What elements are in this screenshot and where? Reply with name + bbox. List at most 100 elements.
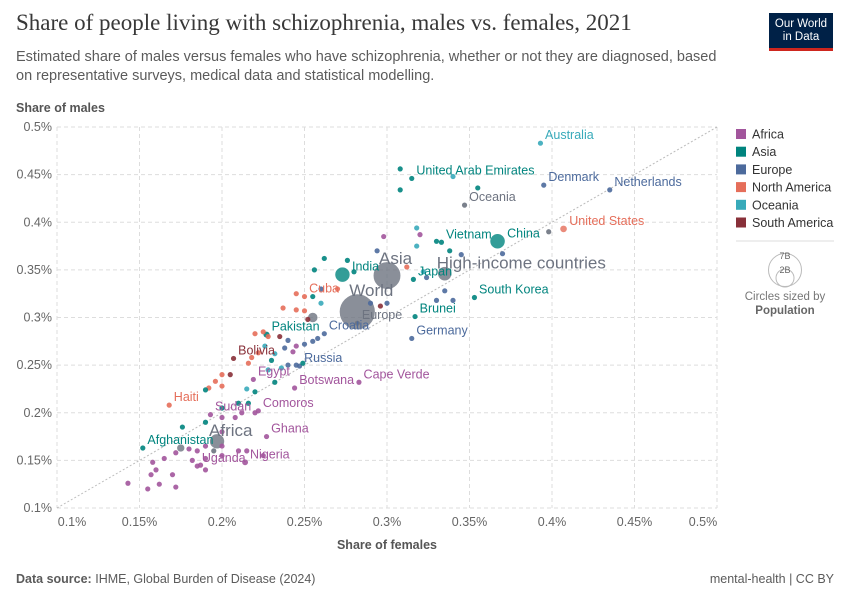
data-point-vietnam[interactable]: [438, 239, 445, 245]
data-point[interactable]: [227, 372, 233, 378]
data-point[interactable]: [156, 481, 162, 487]
data-point[interactable]: [334, 286, 341, 292]
data-point[interactable]: [301, 308, 308, 314]
data-point[interactable]: [447, 248, 453, 254]
data-point[interactable]: [442, 288, 448, 294]
data-point[interactable]: [219, 443, 225, 449]
data-point[interactable]: [450, 173, 456, 180]
data-point[interactable]: [414, 225, 420, 231]
data-point[interactable]: [420, 269, 426, 275]
legend-swatch[interactable]: [736, 199, 746, 210]
data-point[interactable]: [125, 480, 131, 486]
legend-swatch[interactable]: [736, 217, 746, 228]
data-point-bolivia[interactable]: [230, 355, 237, 362]
data-point[interactable]: [318, 286, 324, 292]
data-point[interactable]: [475, 185, 481, 191]
data-point-ghana[interactable]: [263, 433, 270, 440]
data-point-india[interactable]: [334, 266, 351, 283]
data-point[interactable]: [277, 333, 283, 340]
legend-label[interactable]: South America: [752, 216, 833, 230]
data-point-netherlands[interactable]: [607, 187, 613, 193]
data-point[interactable]: [268, 357, 275, 363]
data-point-egypt[interactable]: [250, 376, 256, 383]
data-point[interactable]: [239, 410, 245, 416]
data-point[interactable]: [169, 472, 176, 478]
data-point[interactable]: [235, 400, 242, 406]
data-point-australia[interactable]: [537, 140, 544, 146]
data-point[interactable]: [404, 264, 410, 270]
data-point[interactable]: [153, 467, 159, 473]
data-point[interactable]: [173, 484, 179, 490]
data-point[interactable]: [424, 274, 430, 281]
data-point[interactable]: [381, 233, 387, 240]
data-point[interactable]: [262, 343, 268, 349]
data-point[interactable]: [245, 400, 251, 406]
data-point[interactable]: [245, 360, 251, 366]
data-point[interactable]: [186, 446, 192, 452]
data-point-haiti[interactable]: [166, 402, 172, 408]
data-point[interactable]: [414, 243, 420, 249]
data-point-cuba[interactable]: [301, 293, 308, 300]
data-point[interactable]: [311, 267, 317, 273]
data-point-sudan[interactable]: [207, 412, 214, 418]
data-point[interactable]: [255, 350, 261, 356]
data-point[interactable]: [384, 300, 390, 306]
data-point[interactable]: [219, 429, 225, 435]
data-point-world[interactable]: [339, 293, 376, 331]
data-point[interactable]: [219, 453, 225, 459]
data-point[interactable]: [377, 303, 383, 309]
source-link[interactable]: IHME, Global Burden of Disease (2024): [95, 572, 316, 586]
data-point-europe[interactable]: [354, 320, 360, 326]
data-point[interactable]: [202, 419, 209, 425]
data-point[interactable]: [367, 300, 374, 306]
data-point-south-korea[interactable]: [471, 294, 478, 301]
owid-logo[interactable]: Our World in Data: [769, 13, 833, 51]
data-point[interactable]: [212, 378, 218, 384]
data-point-japan[interactable]: [410, 276, 416, 282]
data-point[interactable]: [300, 360, 306, 366]
data-point[interactable]: [397, 166, 403, 172]
data-point-croatia[interactable]: [321, 331, 327, 337]
data-point[interactable]: [179, 424, 185, 430]
legend-label[interactable]: Europe: [752, 163, 792, 177]
data-point-china[interactable]: [489, 233, 506, 250]
data-point[interactable]: [351, 269, 357, 275]
data-point[interactable]: [546, 229, 552, 235]
data-point[interactable]: [310, 338, 316, 344]
data-point[interactable]: [499, 251, 506, 257]
data-point[interactable]: [318, 300, 324, 306]
data-point[interactable]: [219, 383, 225, 389]
data-point[interactable]: [321, 255, 327, 262]
data-point[interactable]: [219, 414, 225, 421]
legend-label[interactable]: Asia: [752, 145, 776, 159]
data-point[interactable]: [260, 453, 266, 459]
data-point[interactable]: [293, 343, 299, 349]
legend-label[interactable]: North America: [752, 181, 831, 195]
data-point[interactable]: [211, 448, 217, 454]
data-point-brunei[interactable]: [412, 313, 418, 320]
data-point[interactable]: [176, 443, 186, 453]
data-point[interactable]: [282, 345, 288, 351]
data-point-high-income-countries[interactable]: [437, 266, 453, 282]
data-point[interactable]: [244, 386, 250, 392]
data-point[interactable]: [433, 238, 440, 244]
data-point-oceania[interactable]: [461, 202, 468, 208]
data-point[interactable]: [285, 337, 291, 343]
data-point[interactable]: [315, 335, 321, 342]
data-point[interactable]: [260, 329, 266, 335]
data-point[interactable]: [202, 443, 209, 449]
data-point[interactable]: [219, 372, 225, 378]
data-point[interactable]: [417, 232, 423, 238]
data-point-cape-verde[interactable]: [356, 379, 362, 385]
legend-swatch[interactable]: [736, 129, 746, 139]
data-point[interactable]: [150, 459, 156, 465]
legend-swatch[interactable]: [736, 146, 746, 157]
data-point[interactable]: [374, 248, 380, 254]
data-point[interactable]: [252, 331, 258, 337]
data-point[interactable]: [197, 462, 204, 468]
data-point[interactable]: [249, 354, 255, 361]
data-point[interactable]: [219, 405, 225, 411]
data-point-nigeria[interactable]: [242, 459, 249, 466]
data-point[interactable]: [458, 252, 464, 258]
data-point[interactable]: [301, 341, 308, 347]
